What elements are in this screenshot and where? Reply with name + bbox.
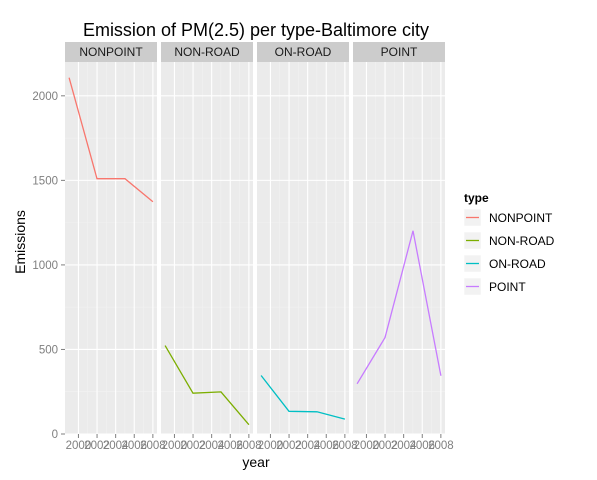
y-axis-title: Emissions (12, 210, 28, 274)
legend-label: NONPOINT (489, 211, 553, 225)
strip-label: NONPOINT (79, 45, 143, 59)
x-axis-title: year (242, 454, 270, 470)
strip-label: POINT (381, 45, 418, 59)
legend-label: POINT (489, 280, 526, 294)
y-tick-label: 1000 (32, 260, 58, 272)
legend-item-non-road: NON-ROAD (464, 232, 555, 249)
y-tick-label: 2000 (32, 91, 58, 103)
x-tick-label: 2008 (428, 440, 454, 452)
y-tick-label: 1500 (32, 175, 58, 187)
legend-item-point: POINT (464, 278, 526, 295)
y-tick-label: 500 (39, 344, 58, 356)
facet-panels: NONPOINT20002002200420062008NON-ROAD2000… (65, 42, 454, 452)
legend-label: NON-ROAD (489, 234, 555, 248)
legend: type NONPOINT NON-ROAD ON-ROAD POINT (464, 191, 555, 295)
legend-title: type (464, 191, 489, 205)
legend-item-on-road: ON-ROAD (464, 255, 546, 272)
legend-item-nonpoint: NONPOINT (464, 209, 553, 226)
strip-label: ON-ROAD (275, 45, 332, 59)
y-axis: 0 500 1000 1500 2000 (32, 91, 65, 441)
chart-title: Emission of PM(2.5) per type-Baltimore c… (83, 20, 429, 40)
y-tick-label: 0 (52, 429, 58, 441)
strip-label: NON-ROAD (174, 45, 240, 59)
legend-label: ON-ROAD (489, 257, 546, 271)
